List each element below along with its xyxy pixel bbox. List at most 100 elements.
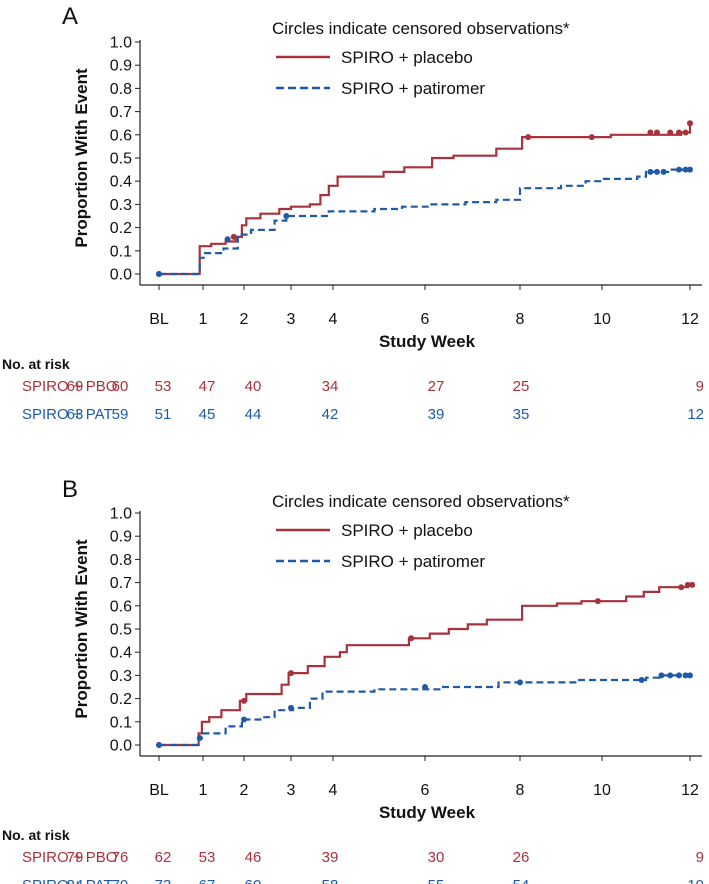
- risk-value: 44: [245, 406, 262, 423]
- risk-value: 60: [112, 378, 129, 395]
- y-tick-label: 0.4: [110, 174, 132, 191]
- y-tick-label: 0.9: [110, 58, 132, 75]
- censor-point-placebo: [647, 129, 654, 136]
- risk-value: 26: [513, 849, 530, 866]
- risk-value: 27: [428, 378, 445, 395]
- censor-point-patiromer: [687, 166, 693, 173]
- risk-table-header: No. at risk: [2, 356, 70, 372]
- series-line-patiromer: [159, 674, 690, 747]
- risk-value: 84: [67, 877, 84, 884]
- censor-point-patiromer: [676, 672, 682, 679]
- y-tick-label: 0.2: [110, 691, 132, 708]
- legend-title: Circles indicate censored observations*: [272, 19, 570, 38]
- series-line-placebo: [159, 123, 692, 276]
- y-tick-label: 0.1: [110, 714, 132, 731]
- risk-value: 9: [696, 849, 704, 866]
- y-tick-label: 0.6: [110, 598, 132, 615]
- censor-point-patiromer: [156, 271, 162, 277]
- risk-value: 54: [513, 877, 530, 884]
- y-tick-label: 0.2: [110, 220, 132, 237]
- x-tick-label: 1: [199, 311, 208, 328]
- y-tick-label: 0.6: [110, 127, 132, 144]
- risk-value: 25: [513, 378, 530, 395]
- risk-value: 35: [513, 406, 530, 423]
- risk-value: 39: [428, 406, 445, 423]
- risk-table-header: No. at risk: [2, 827, 70, 843]
- censor-point-placebo: [525, 134, 532, 141]
- censor-point-patiromer: [658, 672, 665, 679]
- legend-label-patiromer: SPIRO + patiromer: [341, 552, 485, 571]
- x-tick-label: 4: [329, 782, 338, 799]
- risk-value: 58: [322, 877, 339, 884]
- risk-value: 46: [245, 849, 262, 866]
- y-tick-label: 0.7: [110, 104, 132, 121]
- x-tick-label: 8: [516, 782, 525, 799]
- risk-value: 62: [155, 849, 172, 866]
- x-tick-label: 6: [421, 311, 430, 328]
- risk-value: 45: [199, 406, 216, 423]
- series-line-patiromer: [159, 168, 690, 276]
- risk-value: 63: [67, 406, 84, 423]
- legend-label-placebo: SPIRO + placebo: [341, 48, 473, 67]
- x-tick-label: 10: [593, 782, 611, 799]
- censor-point-placebo: [687, 120, 693, 127]
- risk-value: 40: [245, 378, 262, 395]
- x-axis-title: Study Week: [379, 332, 476, 351]
- risk-value: 67: [199, 877, 216, 884]
- x-tick-label: 2: [240, 311, 249, 328]
- risk-value: 19: [687, 877, 704, 884]
- censor-point-patiromer: [224, 236, 231, 243]
- risk-value: 53: [155, 378, 172, 395]
- risk-value: 55: [428, 877, 445, 884]
- risk-value: 59: [112, 406, 129, 423]
- censor-point-patiromer: [687, 672, 693, 679]
- risk-row-label: SPIRO + PBO: [22, 849, 117, 866]
- y-tick-label: 0.0: [110, 738, 132, 755]
- risk-row-label: SPIRO + PAT: [22, 877, 113, 884]
- y-tick-label: 0.8: [110, 81, 132, 98]
- risk-value: 79: [112, 877, 129, 884]
- y-tick-label: 0.9: [110, 529, 132, 546]
- risk-value: 76: [112, 849, 129, 866]
- censor-point-placebo: [678, 584, 685, 591]
- risk-value: 47: [199, 378, 216, 395]
- censor-point-patiromer: [156, 742, 162, 748]
- y-tick-label: 0.3: [110, 668, 132, 685]
- risk-value: 34: [322, 378, 339, 395]
- risk-value: 79: [67, 849, 84, 866]
- censor-point-patiromer: [647, 168, 654, 175]
- legend-label-placebo: SPIRO + placebo: [341, 521, 473, 540]
- censor-point-placebo: [408, 635, 415, 642]
- y-tick-label: 0.5: [110, 151, 132, 168]
- y-axis-title: Proportion With Event: [72, 68, 91, 248]
- censor-point-placebo: [676, 129, 682, 136]
- censor-point-placebo: [689, 581, 696, 588]
- censor-point-patiromer: [654, 168, 660, 175]
- risk-value: 53: [199, 849, 216, 866]
- censor-point-patiromer: [241, 716, 247, 723]
- x-tick-label: 3: [287, 311, 296, 328]
- risk-row-label: SPIRO + PAT: [22, 406, 113, 423]
- y-tick-label: 0.0: [110, 267, 132, 284]
- censor-point-patiromer: [660, 168, 667, 175]
- y-axis-title: Proportion With Event: [72, 539, 91, 719]
- censor-point-placebo: [684, 581, 691, 588]
- x-tick-label: 4: [329, 311, 338, 328]
- y-tick-label: 0.4: [110, 645, 132, 662]
- censor-point-placebo: [588, 134, 595, 141]
- x-axis-title: Study Week: [379, 803, 476, 822]
- x-tick-label: 8: [516, 311, 525, 328]
- censor-point-placebo: [288, 670, 294, 677]
- x-tick-label: 3: [287, 782, 296, 799]
- y-tick-label: 1.0: [110, 35, 132, 52]
- censor-point-placebo: [241, 697, 247, 704]
- risk-value: 39: [322, 849, 339, 866]
- risk-value: 42: [322, 406, 339, 423]
- censor-point-patiromer: [682, 166, 689, 173]
- y-tick-label: 0.5: [110, 622, 132, 639]
- y-tick-label: 0.8: [110, 552, 132, 569]
- x-tick-label: 12: [681, 782, 699, 799]
- x-tick-label: 12: [681, 311, 699, 328]
- x-tick-label: BL: [149, 311, 169, 328]
- chart-panel-b: B0.00.10.20.30.40.50.60.70.80.91.0BL 1 2 3 4…: [2, 476, 704, 884]
